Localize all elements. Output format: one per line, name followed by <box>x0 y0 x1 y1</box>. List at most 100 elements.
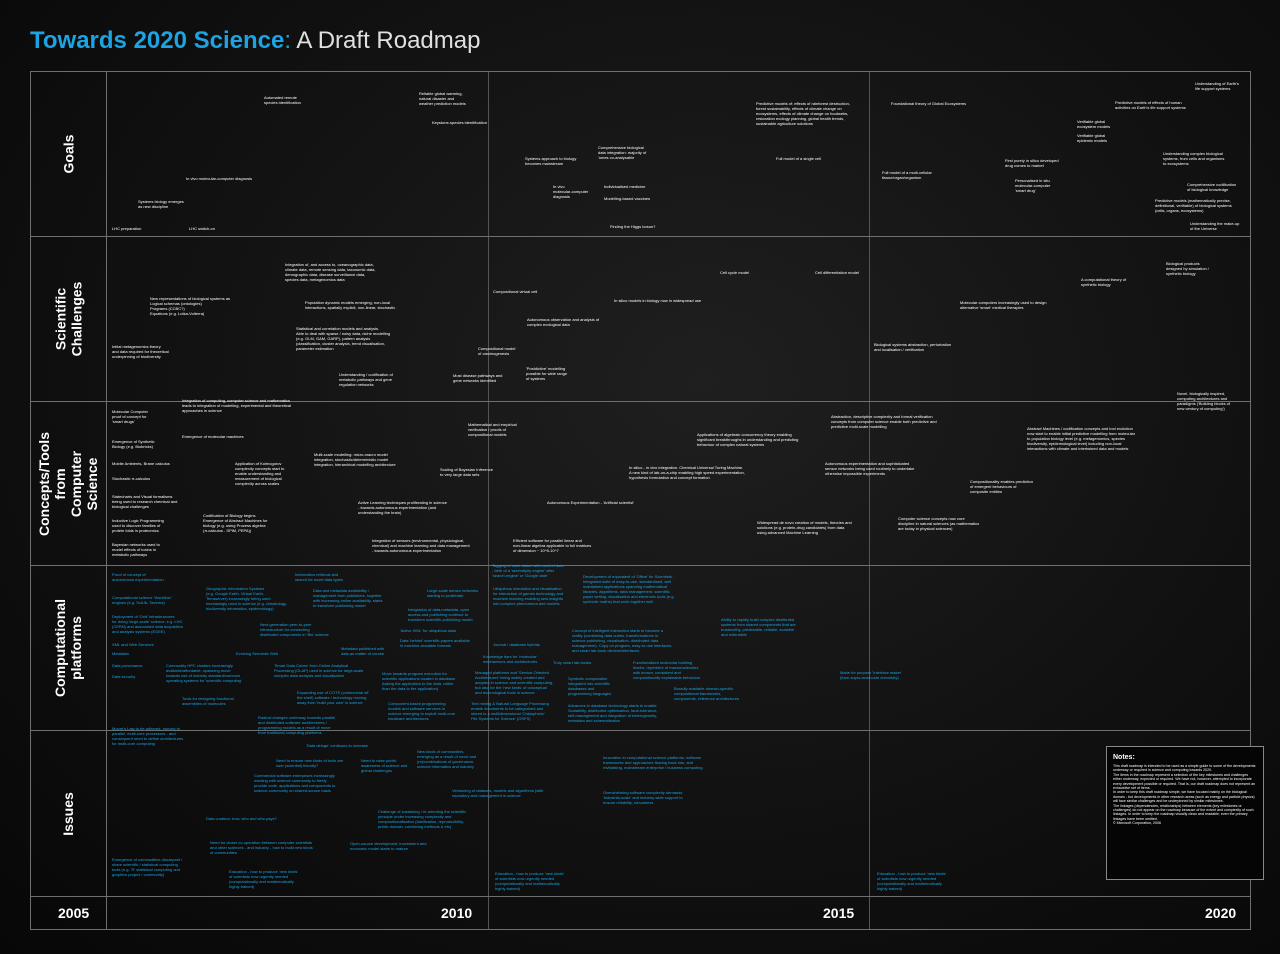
platform-milestone: Functionalised molecular building blocks… <box>633 660 701 680</box>
concept-milestone: Active Learning techniques proliferating… <box>358 500 447 515</box>
frame-right <box>1250 71 1251 930</box>
challenge-milestone: New representations of biological system… <box>150 296 231 316</box>
platform-milestone: Data 'behind' scientific papers availabl… <box>400 638 470 648</box>
issue-item: Moore's Law to be adhered, moving to par… <box>112 726 184 746</box>
platform-milestone: Tagging of each datum with context data … <box>492 563 564 578</box>
platform-milestone: Next-generation peer-to-peer infrastruct… <box>260 622 329 637</box>
platform-milestone: Commodity HPC clusters increasingly avai… <box>166 663 242 683</box>
page-title: Towards 2020 Science: A Draft Roadmap <box>30 26 480 56</box>
goal-milestone: Predictive models of effects of human ac… <box>1115 100 1186 110</box>
row-label-platforms: Computational platforms <box>52 599 84 697</box>
goal-milestone: Understanding complex biological systems… <box>1163 151 1225 166</box>
platform-milestone: Knowledge bars for 'molecular' mechanism… <box>483 654 538 664</box>
challenge-milestone: Understanding / codification of metaboli… <box>339 372 393 387</box>
goal-milestone: Predictive models of: effects of rainfor… <box>756 101 850 126</box>
platform-milestone: Move towards program execution for scien… <box>382 671 456 691</box>
row-divider-concepts <box>30 565 1251 566</box>
challenge-milestone: 'Postdictive' modelling possible for wid… <box>526 366 568 381</box>
platform-milestone: Broadly available domain-specific compos… <box>674 686 739 701</box>
row-label-issues: Issues <box>60 791 76 836</box>
platform-milestone: Data and metadata availability / managem… <box>313 588 383 608</box>
concept-milestone: Computer science concepts now core disci… <box>898 516 980 531</box>
challenge-milestone: Most disease pathways and gene networks … <box>453 373 503 383</box>
concept-milestone: Abstract Machines / codification concept… <box>1027 426 1136 451</box>
platform-milestone: Radical changes underway towards paralle… <box>258 715 336 735</box>
concept-milestone: Scaling of Bayesian Inference to very la… <box>440 467 493 477</box>
goal-milestone: Understanding of Earth's life support sy… <box>1195 81 1239 91</box>
concept-milestone: Widespread de novo creation of models, t… <box>757 520 852 535</box>
challenge-milestone: Initial metagenomics theory and data req… <box>112 344 169 359</box>
challenge-milestone: A computational theory of synthetic biol… <box>1081 277 1127 287</box>
goal-milestone: Personalised in situ molecular-computer … <box>1015 178 1051 193</box>
concept-milestone: Integration of sensors (environmental, p… <box>372 538 470 553</box>
concept-milestone: Autonomous experimentation and sophistic… <box>825 461 915 476</box>
challenge-milestone: Statistical and correlation models and a… <box>296 326 391 351</box>
platform-milestone: Made for purpose 'Interface maker' (from… <box>840 670 902 680</box>
issue-item: Emergence of commodities discrepant / sh… <box>112 857 183 877</box>
concept-milestone: Integration of computing, computer scien… <box>182 398 291 413</box>
issue-item: Need to ensure new kinds of tools are us… <box>276 758 344 768</box>
concept-milestone: Application of Kolmogorov complexity con… <box>235 461 285 486</box>
platform-milestone: Managed platforms and 'Service-Oriented … <box>475 670 554 695</box>
year-label-2005: 2005 <box>58 905 90 921</box>
row-divider-goals <box>30 236 1251 237</box>
issue-item: Overwhelming software complexity demands… <box>603 790 683 805</box>
challenge-milestone: Population dynamic models emerging; non-… <box>305 300 396 310</box>
goal-milestone: Keystone-species identification <box>432 120 487 125</box>
frame-left <box>30 71 31 930</box>
row-label-challenges: Scientific Challenges <box>51 281 84 357</box>
concept-milestone: Mobile Ambients, Brane calculus <box>112 461 170 466</box>
year-divider-2015 <box>869 71 870 930</box>
concept-milestone: Applications of algebraic concurrency th… <box>697 432 799 447</box>
challenge-milestone: Integration of, and access to, oceanogra… <box>285 262 376 282</box>
platform-milestone: Geographic Information Systems (e.g. Goo… <box>206 586 287 611</box>
goal-milestone: Systems biology emerges as new disciplin… <box>138 199 184 209</box>
issue-item: Open-source development, investment and … <box>350 841 427 851</box>
notes-panel: Notes: This draft roadmap is intended to… <box>1106 746 1264 880</box>
goal-milestone: Comprehensive codification of biological… <box>1187 182 1237 192</box>
platform-milestone: 'Smart Data Cubes' from Online Analytica… <box>274 663 364 678</box>
notes-title: Notes: <box>1113 754 1135 761</box>
concept-milestone: Autonomous Experimentation - 'Artificial… <box>547 500 635 505</box>
challenge-milestone: Biological products designed by simulati… <box>1166 261 1209 276</box>
platform-milestone: Information retrieval and search for nov… <box>295 572 344 582</box>
challenge-milestone: Cell cycle model <box>720 270 750 275</box>
concept-milestone: Multi-scale modelling: micro-macro model… <box>314 452 396 467</box>
goal-milestone: Individualised medicine <box>604 184 646 189</box>
concept-milestone: Bayesian networks used to model effects … <box>112 542 160 557</box>
platform-milestone: Data provenance <box>112 663 143 668</box>
platform-milestone: Symbolic computation integrated into sci… <box>568 676 612 696</box>
row-divider-issues <box>30 896 1251 897</box>
platform-milestone: Deployment of 'Grid' infrastructures for… <box>112 614 183 634</box>
platform-milestone: Data security <box>112 674 136 679</box>
year-label-2015: 2015 <box>823 905 855 921</box>
goal-milestone: In vivo molecular-computer diagnosis <box>553 184 589 199</box>
platform-milestone: Integration of data,metadata, open acces… <box>408 607 473 622</box>
year-label-2020: 2020 <box>1205 905 1237 921</box>
concept-milestone: Inductive Logic Programming used to disc… <box>112 518 164 533</box>
concept-milestone: Codification of Biology begins Emergence… <box>203 513 268 533</box>
goal-milestone: Predictive models (mathematically precis… <box>1155 198 1232 213</box>
title-separator: : <box>284 27 292 54</box>
notes-body: This draft roadmap is intended to be use… <box>1113 764 1256 826</box>
platform-milestone: Component-based programming models and s… <box>388 701 456 721</box>
platform-milestone: Concept of intelligent interaction start… <box>572 628 672 653</box>
issue-item: Commercial software enterprises increasi… <box>254 773 336 793</box>
title-main: Towards 2020 Science <box>30 27 285 54</box>
issue-item: Innovation in computational science plat… <box>603 755 703 770</box>
platform-milestone: Text mining & Natural Language Processin… <box>471 701 549 721</box>
concept-milestone: In silico - in vivo integration. Chemica… <box>629 465 745 480</box>
concept-milestone: Compositionality enables prediction of e… <box>970 479 1033 494</box>
platform-milestone: Expanding use of COTS (commercial off th… <box>297 690 369 705</box>
issue-item: Need to raise public awareness of scienc… <box>361 758 408 773</box>
platform-milestone: Ubiquitous simulation and visualisation … <box>493 586 564 606</box>
issue-item: Education - how to produce 'new kinds' o… <box>877 871 947 891</box>
goal-milestone: Verifiable global epidemic models <box>1077 133 1108 143</box>
platform-milestone: Metadata <box>112 651 129 656</box>
platform-milestone: Development of equivalent of 'Office' fo… <box>583 574 675 604</box>
goal-milestone: Full model of a multi-cellular tissue/or… <box>882 170 932 180</box>
challenge-milestone: Compositional virtual cell <box>493 289 538 294</box>
concept-milestone: Efficient software for parallel linear a… <box>513 538 592 553</box>
goal-milestone: Full model of a single cell <box>776 156 821 161</box>
goal-milestone: Reliable global warming, natural disaste… <box>419 91 466 106</box>
